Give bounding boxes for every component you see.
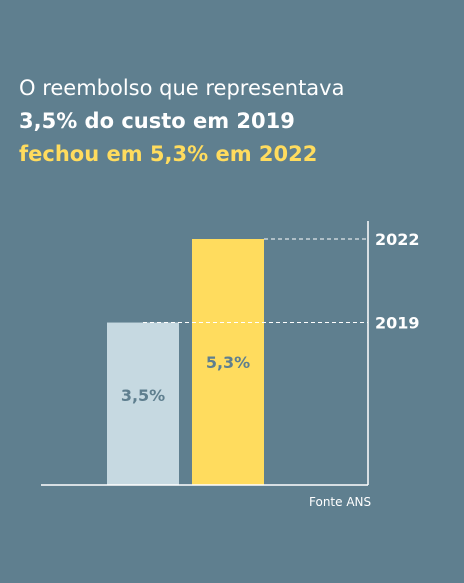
bar-2022 <box>192 239 264 485</box>
headline-line-3: fechou em 5,3% em 2022 <box>19 142 318 166</box>
source-note: Fonte ANS <box>309 495 372 509</box>
headline-line-2: 3,5% do custo em 2019 <box>19 109 295 133</box>
year-label-2019: 2019 <box>375 314 420 333</box>
bar-value-label-2019: 3,5% <box>121 386 165 405</box>
bar-value-label-2022: 5,3% <box>206 353 250 372</box>
headline-line-1: O reembolso que representava <box>19 76 345 100</box>
year-label-2022: 2022 <box>375 230 420 249</box>
headline: O reembolso que representava 3,5% do cus… <box>19 72 449 171</box>
bar-2019 <box>107 322 179 485</box>
